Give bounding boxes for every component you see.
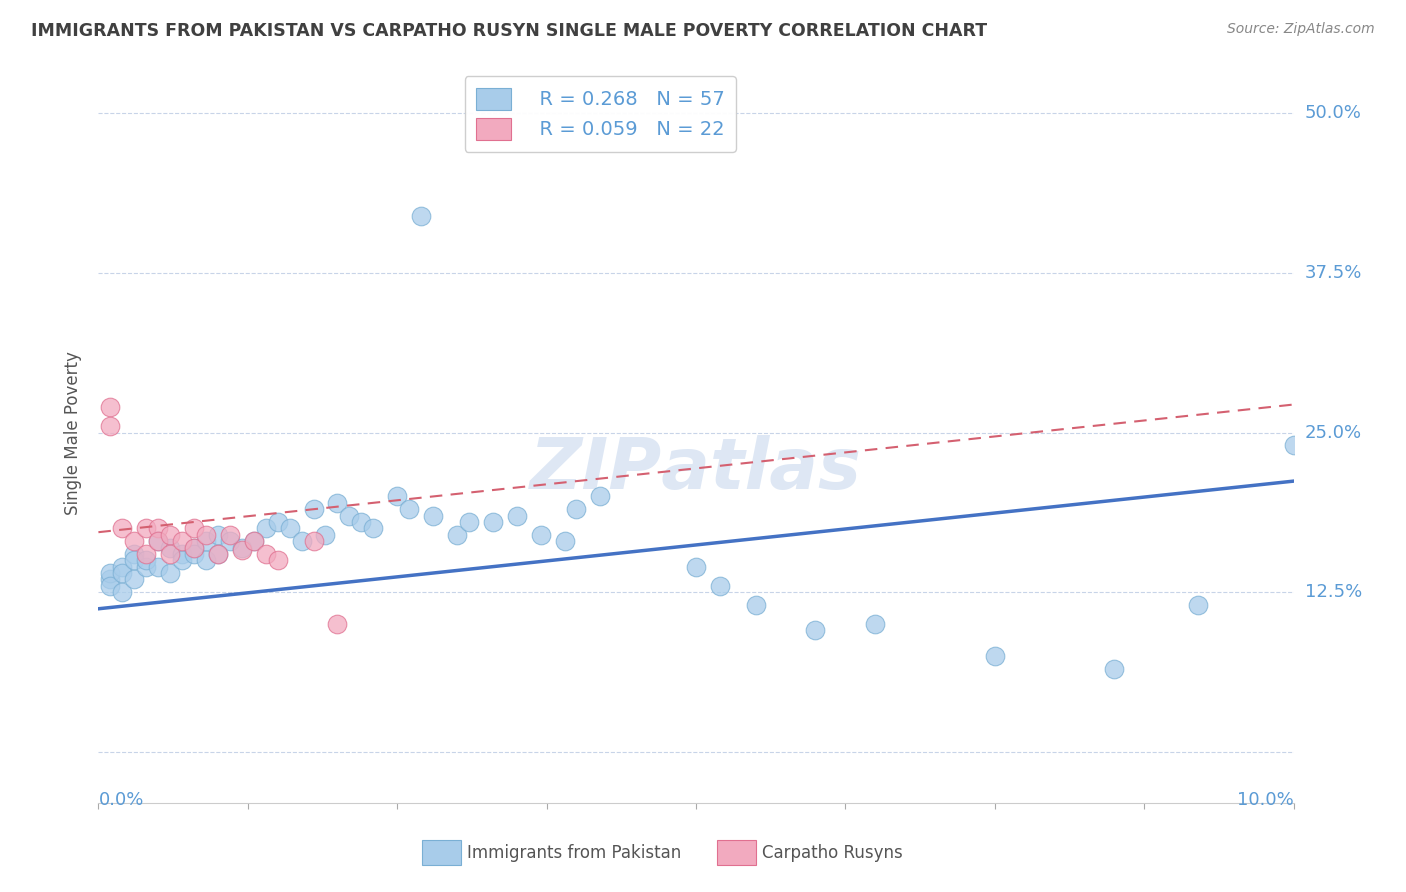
- Point: [865, 617, 887, 632]
- Point: [111, 521, 134, 535]
- Point: [124, 553, 146, 567]
- Point: [159, 527, 181, 541]
- Point: [195, 534, 218, 549]
- Point: [124, 573, 146, 587]
- Point: [183, 521, 205, 535]
- Y-axis label: Single Male Poverty: Single Male Poverty: [65, 351, 83, 515]
- Point: [98, 573, 122, 587]
- Text: ZIP​atlas: ZIP​atlas: [530, 435, 862, 504]
- Point: [589, 490, 612, 504]
- Point: [219, 527, 242, 541]
- Point: [506, 508, 529, 523]
- Point: [183, 541, 205, 555]
- Point: [207, 547, 229, 561]
- Point: [148, 534, 170, 549]
- Text: 0.0%: 0.0%: [98, 790, 143, 809]
- Text: 12.5%: 12.5%: [1305, 583, 1362, 601]
- Point: [326, 496, 349, 510]
- Point: [278, 521, 301, 535]
- Point: [745, 598, 768, 612]
- Point: [385, 490, 409, 504]
- Point: [207, 547, 229, 561]
- Point: [98, 566, 122, 580]
- Point: [148, 521, 170, 535]
- Point: [98, 400, 122, 414]
- Point: [195, 553, 218, 567]
- Point: [231, 543, 253, 558]
- Point: [148, 559, 170, 574]
- Point: [159, 547, 181, 561]
- Point: [565, 502, 588, 516]
- Point: [804, 624, 827, 638]
- Point: [350, 515, 373, 529]
- Point: [135, 553, 157, 567]
- Point: [411, 209, 433, 223]
- Point: [98, 579, 122, 593]
- Point: [148, 534, 170, 549]
- Point: [326, 617, 349, 632]
- Point: [254, 521, 277, 535]
- Point: [195, 527, 218, 541]
- Point: [458, 515, 481, 529]
- Point: [111, 566, 134, 580]
- Point: [530, 527, 553, 541]
- Point: [291, 534, 314, 549]
- Point: [124, 547, 146, 561]
- Text: IMMIGRANTS FROM PAKISTAN VS CARPATHO RUSYN SINGLE MALE POVERTY CORRELATION CHART: IMMIGRANTS FROM PAKISTAN VS CARPATHO RUS…: [31, 22, 987, 40]
- Point: [339, 508, 361, 523]
- Point: [159, 541, 181, 555]
- Point: [685, 559, 707, 574]
- Point: [302, 502, 325, 516]
- Point: [219, 534, 242, 549]
- Point: [302, 534, 325, 549]
- Point: [1187, 598, 1209, 612]
- Point: [315, 527, 337, 541]
- Point: [243, 534, 266, 549]
- Point: [98, 419, 122, 434]
- Point: [231, 541, 253, 555]
- Point: [1104, 662, 1126, 676]
- Point: [984, 648, 1007, 663]
- Point: [172, 547, 194, 561]
- Point: [267, 515, 290, 529]
- Text: Source: ZipAtlas.com: Source: ZipAtlas.com: [1227, 22, 1375, 37]
- Point: [135, 547, 157, 561]
- Text: 37.5%: 37.5%: [1305, 264, 1362, 282]
- Point: [135, 521, 157, 535]
- Point: [159, 566, 181, 580]
- Point: [111, 585, 134, 599]
- Point: [183, 547, 205, 561]
- Point: [422, 508, 444, 523]
- Text: 25.0%: 25.0%: [1305, 424, 1362, 442]
- Point: [135, 559, 157, 574]
- Point: [111, 559, 134, 574]
- Point: [207, 527, 229, 541]
- Point: [172, 553, 194, 567]
- Point: [554, 534, 576, 549]
- Point: [243, 534, 266, 549]
- Point: [124, 534, 146, 549]
- Point: [183, 541, 205, 555]
- Point: [398, 502, 420, 516]
- Point: [482, 515, 505, 529]
- Point: [709, 579, 731, 593]
- Point: [1282, 438, 1305, 452]
- Legend:   R = 0.268   N = 57,   R = 0.059   N = 22: R = 0.268 N = 57, R = 0.059 N = 22: [464, 76, 737, 152]
- Text: Carpatho Rusyns: Carpatho Rusyns: [762, 844, 903, 862]
- Text: Immigrants from Pakistan: Immigrants from Pakistan: [467, 844, 681, 862]
- Point: [446, 527, 468, 541]
- Point: [172, 534, 194, 549]
- Text: 10.0%: 10.0%: [1237, 790, 1294, 809]
- Point: [363, 521, 385, 535]
- Text: 50.0%: 50.0%: [1305, 104, 1361, 122]
- Point: [267, 553, 290, 567]
- Point: [254, 547, 277, 561]
